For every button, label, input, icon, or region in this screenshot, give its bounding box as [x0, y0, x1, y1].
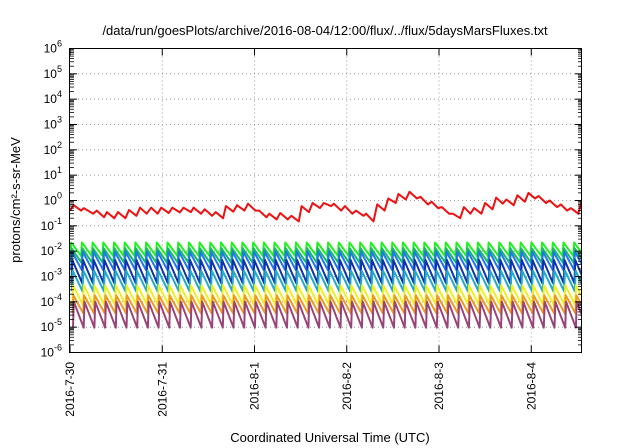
y-tick-label: 101 [44, 165, 62, 182]
series-line-9 [72, 300, 582, 329]
y-tick-label: 105 [44, 64, 62, 81]
y-tick-label: 106 [44, 39, 62, 56]
x-tick-label: 2016-8-3 [432, 362, 446, 410]
y-tick-label: 10-4 [41, 292, 62, 309]
y-tick-label: 102 [44, 140, 62, 157]
x-tick-label: 2016-7-30 [63, 362, 77, 417]
y-tick-label: 10-5 [41, 317, 62, 334]
y-axis: 10-6 10-5 10-4 10-3 10-2 10-1 100 101 102 103 104 1… [41, 39, 582, 360]
y-tick-label: 104 [44, 89, 62, 106]
x-axis-title: Coordinated Universal Time (UTC) [230, 430, 429, 445]
series-line-1 [70, 190, 582, 223]
x-tick-label: 2016-8-2 [340, 362, 354, 410]
x-tick-label: 2016-8-4 [524, 362, 538, 410]
x-tick-label: 2016-7-31 [155, 362, 169, 417]
y-tick-label: 10-3 [41, 267, 62, 284]
x-tick-label: 2016-8-1 [248, 362, 262, 410]
y-tick-label: 10-1 [41, 216, 62, 233]
x-axis: 2016-7-30 2016-7-31 2016-8-1 2016-8-2 2016-8… [63, 48, 538, 417]
series-layer [70, 190, 582, 329]
y-tick-label: 103 [44, 115, 62, 132]
y-tick-label: 10-2 [41, 241, 62, 258]
y-axis-title: protons/cm²-s-sr-MeV [8, 137, 23, 263]
chart-title: /data/run/goesPlots/archive/2016-08-04/1… [102, 23, 548, 38]
y-tick-label: 10-6 [41, 343, 62, 360]
y-tick-label: 100 [44, 191, 62, 208]
